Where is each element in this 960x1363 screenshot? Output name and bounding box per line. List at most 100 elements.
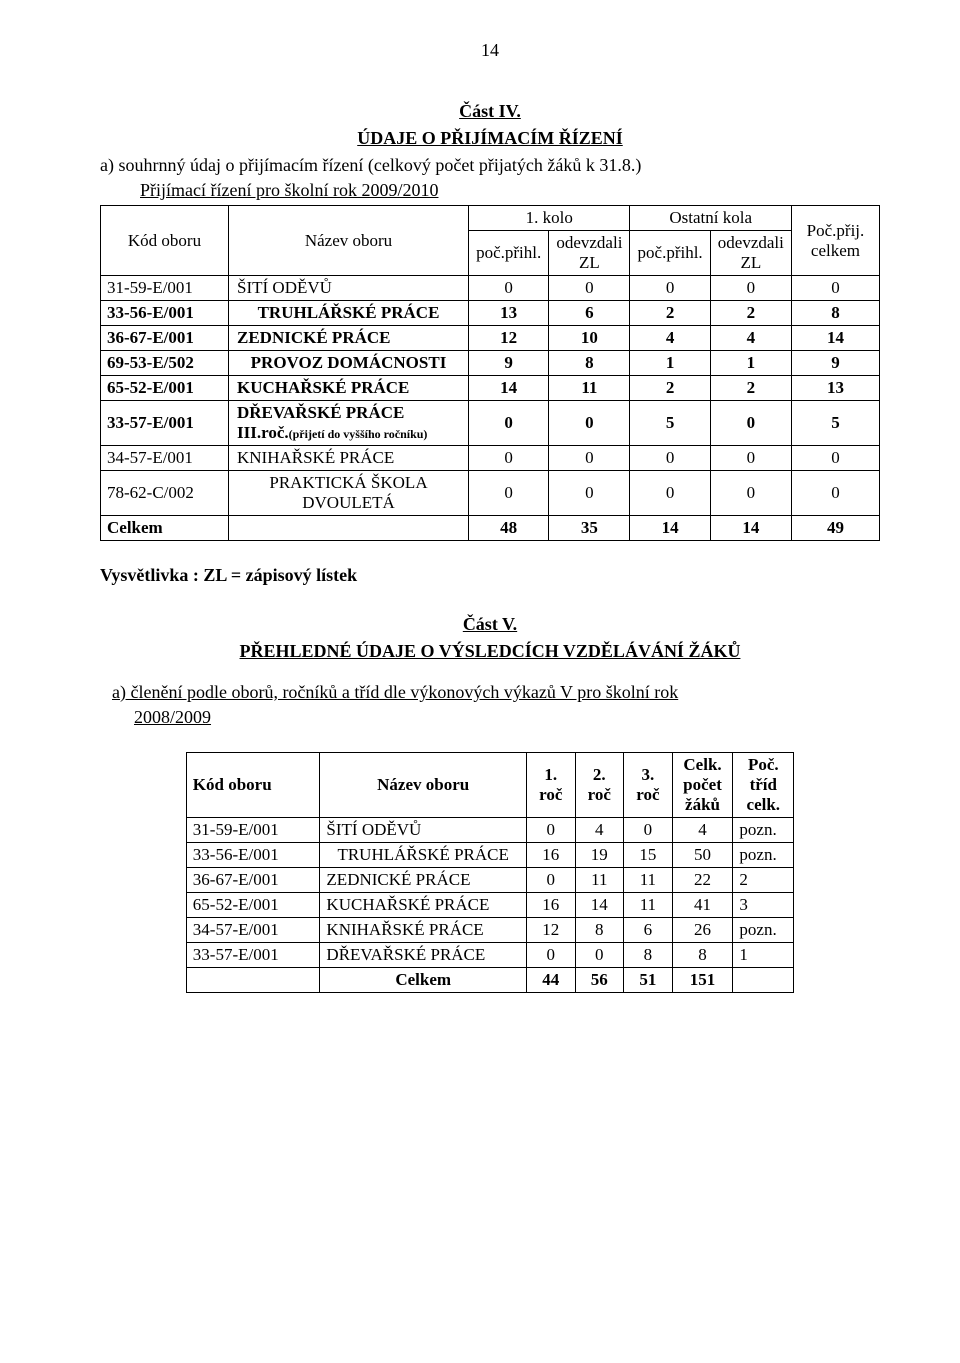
- cell-num: 8: [624, 943, 673, 968]
- cell-nazev: TRUHLÁŘSKÉ PRÁCE: [229, 301, 469, 326]
- table-row: 31-59-E/001ŠITÍ ODĚVŮ0404pozn.: [186, 818, 793, 843]
- cell-nazev: ZEDNICKÉ PRÁCE: [229, 326, 469, 351]
- cell-num: 26: [672, 918, 733, 943]
- cell-empty: [733, 968, 794, 993]
- table-row: 34-57-E/001KNIHAŘSKÉ PRÁCE00000: [101, 446, 880, 471]
- cell-num: 5: [791, 401, 879, 446]
- t2-col-2roc: 2. roč: [575, 753, 624, 818]
- table-header-row-1: Kód oboru Název oboru 1. kolo Ostatní ko…: [101, 206, 880, 231]
- cell-kod: 33-57-E/001: [101, 401, 229, 446]
- cell-num: 11: [549, 376, 630, 401]
- cell-num: 56: [575, 968, 624, 993]
- cell-poc: pozn.: [733, 818, 794, 843]
- col-kod: Kód oboru: [101, 206, 229, 276]
- page-number: 14: [100, 40, 880, 61]
- cell-num: 0: [624, 818, 673, 843]
- part5-heading: PŘEHLEDNÉ ÚDAJE O VÝSLEDCÍCH VZDĚLÁVÁNÍ …: [100, 641, 880, 662]
- table-row: 69-53-E/502PROVOZ DOMÁCNOSTI98119: [101, 351, 880, 376]
- cell-num: 8: [549, 351, 630, 376]
- table-row: 33-57-E/001DŘEVAŘSKÉ PRÁCEIII.roč.(přije…: [101, 401, 880, 446]
- cell-num: 41: [672, 893, 733, 918]
- cell-num: 11: [624, 893, 673, 918]
- table-row: 36-67-E/001ZEDNICKÉ PRÁCE12104414: [101, 326, 880, 351]
- cell-num: 14: [710, 516, 791, 541]
- cell-num: 1: [710, 351, 791, 376]
- cell-num: 4: [575, 818, 624, 843]
- cell-num: 48: [469, 516, 549, 541]
- cell-empty: [186, 968, 320, 993]
- cell-nazev: PROVOZ DOMÁCNOSTI: [229, 351, 469, 376]
- cell-num: 4: [710, 326, 791, 351]
- table-row: 65-52-E/001KUCHAŘSKÉ PRÁCE14112213: [101, 376, 880, 401]
- cell-num: 1: [630, 351, 710, 376]
- table-row: 36-67-E/001ZEDNICKÉ PRÁCE01111222: [186, 868, 793, 893]
- t2-col-1roc: 1. roč: [526, 753, 575, 818]
- cell-kod: 78-62-C/002: [101, 471, 229, 516]
- cell-num: 51: [624, 968, 673, 993]
- cell-num: 13: [791, 376, 879, 401]
- t2-col-celk: Celk. počet žáků: [672, 753, 733, 818]
- cell-num: 22: [672, 868, 733, 893]
- col-zl1: odevzdali ZL: [549, 231, 630, 276]
- cell-num: 0: [630, 446, 710, 471]
- part5-list-a-cont: 2008/2009: [100, 707, 880, 728]
- cell-kod: 36-67-E/001: [186, 868, 320, 893]
- cell-nazev: KUCHAŘSKÉ PRÁCE: [320, 893, 527, 918]
- cell-kod: 65-52-E/001: [186, 893, 320, 918]
- t2-col-nazev: Název oboru: [320, 753, 527, 818]
- cell-num: 6: [549, 301, 630, 326]
- results-table: Kód oboru Název oboru 1. roč 2. roč 3. r…: [186, 752, 794, 993]
- cell-num: 0: [549, 401, 630, 446]
- cell-num: 9: [469, 351, 549, 376]
- cell-kod: 33-56-E/001: [186, 843, 320, 868]
- cell-poc: 3: [733, 893, 794, 918]
- cell-num: 8: [575, 918, 624, 943]
- cell-num: 14: [469, 376, 549, 401]
- col-prihl2: poč.přihl.: [630, 231, 710, 276]
- cell-empty: [229, 516, 469, 541]
- cell-num: 10: [549, 326, 630, 351]
- cell-poc: pozn.: [733, 918, 794, 943]
- cell-nazev: TRUHLÁŘSKÉ PRÁCE: [320, 843, 527, 868]
- cell-num: 11: [624, 868, 673, 893]
- cell-num: 0: [710, 401, 791, 446]
- cell-num: 0: [630, 471, 710, 516]
- cell-num: 50: [672, 843, 733, 868]
- cell-num: 0: [710, 276, 791, 301]
- table2-header-row: Kód oboru Název oboru 1. roč 2. roč 3. r…: [186, 753, 793, 818]
- cell-num: 6: [624, 918, 673, 943]
- cell-num: 15: [624, 843, 673, 868]
- page: 14 Část IV. ÚDAJE O PŘIJÍMACÍM ŘÍZENÍ a)…: [0, 0, 960, 1363]
- table-total-row: Celkem445651151: [186, 968, 793, 993]
- t2-col-kod: Kód oboru: [186, 753, 320, 818]
- cell-nazev: ŠITÍ ODĚVŮ: [320, 818, 527, 843]
- col-nazev: Název oboru: [229, 206, 469, 276]
- cell-num: 16: [526, 843, 575, 868]
- cell-kod: 34-57-E/001: [101, 446, 229, 471]
- cell-kod: 34-57-E/001: [186, 918, 320, 943]
- cell-num: 0: [469, 471, 549, 516]
- table-row: 31-59-E/001ŠITÍ ODĚVŮ00000: [101, 276, 880, 301]
- cell-num: 8: [791, 301, 879, 326]
- cell-num: 0: [575, 943, 624, 968]
- col-prihl1: poč.přihl.: [469, 231, 549, 276]
- cell-nazev: DŘEVAŘSKÉ PRÁCEIII.roč.(přijetí do vyšší…: [229, 401, 469, 446]
- cell-kod: 33-56-E/001: [101, 301, 229, 326]
- cell-num: 13: [469, 301, 549, 326]
- cell-num: 0: [710, 471, 791, 516]
- col-celkem: Poč.přij. celkem: [791, 206, 879, 276]
- cell-num: 12: [526, 918, 575, 943]
- table-total-row: Celkem4835141449: [101, 516, 880, 541]
- table-row: 78-62-C/002PRAKTICKÁ ŠKOLA DVOULETÁ00000: [101, 471, 880, 516]
- cell-nazev: KNIHAŘSKÉ PRÁCE: [229, 446, 469, 471]
- cell-num: 2: [630, 301, 710, 326]
- cell-num: 2: [630, 376, 710, 401]
- cell-num: 2: [710, 301, 791, 326]
- cell-total-label: Celkem: [101, 516, 229, 541]
- cell-num: 0: [791, 471, 879, 516]
- cell-num: 0: [526, 943, 575, 968]
- t2-col-poc: Poč. tříd celk.: [733, 753, 794, 818]
- cell-poc: 2: [733, 868, 794, 893]
- cell-kod: 31-59-E/001: [101, 276, 229, 301]
- cell-nazev: KNIHAŘSKÉ PRÁCE: [320, 918, 527, 943]
